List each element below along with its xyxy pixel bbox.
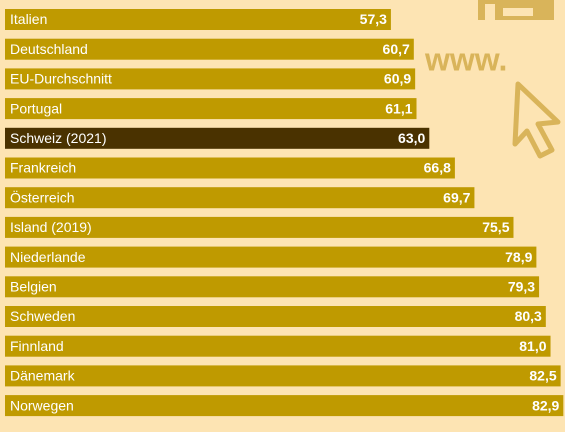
bar [5, 98, 417, 119]
category-label: Dänemark [10, 368, 76, 384]
category-label: Österreich [10, 188, 75, 205]
bar [5, 336, 551, 357]
category-label: Schweden [10, 308, 75, 324]
value-label: 78,9 [505, 249, 532, 265]
value-label: 75,5 [482, 219, 509, 235]
bar [5, 306, 546, 327]
category-label: Frankreich [10, 160, 76, 176]
value-label: 69,7 [443, 189, 470, 205]
value-label: 63,0 [398, 130, 425, 146]
category-label: Belgien [10, 279, 57, 295]
bar [5, 365, 561, 386]
value-label: 60,7 [383, 41, 410, 57]
bar [5, 395, 563, 416]
value-label: 81,0 [519, 338, 546, 354]
category-label: Italien [10, 11, 47, 27]
category-label: Island (2019) [10, 219, 92, 235]
value-label: 80,3 [515, 308, 542, 324]
bar [5, 276, 539, 297]
category-label: Schweiz (2021) [10, 130, 107, 146]
category-label: Norwegen [10, 397, 74, 413]
value-label: 57,3 [360, 11, 387, 27]
category-label: Finnland [10, 338, 64, 354]
category-label: Deutschland [10, 41, 88, 57]
value-label: 82,9 [532, 397, 559, 413]
value-label: 61,1 [385, 100, 412, 116]
category-label: Portugal [10, 100, 62, 116]
bar [5, 9, 391, 30]
bar [5, 187, 474, 208]
value-label: 60,9 [384, 71, 411, 87]
value-label: 66,8 [424, 160, 451, 176]
icon [478, 0, 554, 20]
category-label: EU-Durchschnitt [10, 71, 112, 87]
value-label: 79,3 [508, 279, 535, 295]
chart: www. Italien 57,3 Deutschland 60,7 EU-Durchs… [0, 0, 565, 432]
value-label: 82,5 [529, 368, 556, 384]
icon-text: www. [424, 41, 507, 77]
category-label: Niederlande [10, 249, 86, 265]
